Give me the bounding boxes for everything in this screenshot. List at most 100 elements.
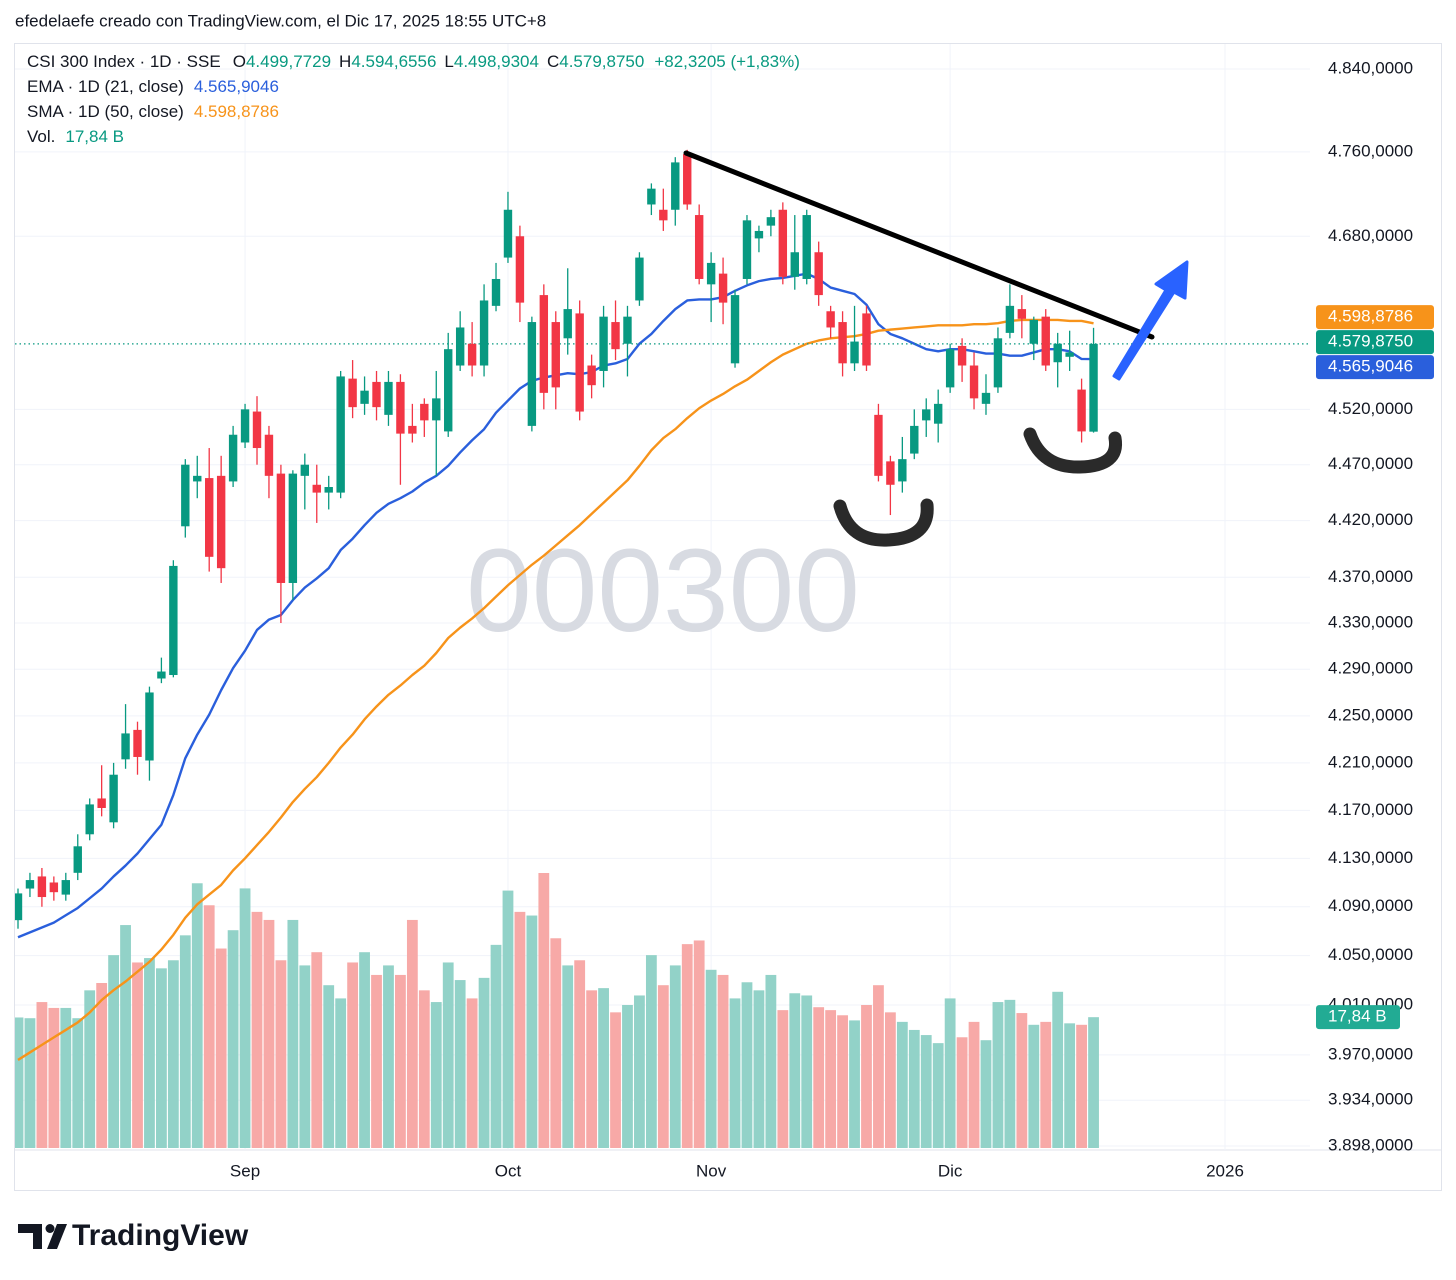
price-badge-label: 4.598,8786 <box>1328 307 1413 326</box>
candle-body <box>479 300 489 366</box>
volume-bar <box>825 1010 837 1148</box>
volume-bar <box>502 890 514 1148</box>
candle-body <box>742 220 752 279</box>
candle-body <box>1017 309 1027 319</box>
volume-bar <box>980 1040 992 1148</box>
candle-body <box>587 365 596 386</box>
y-tick-label: 4.290,0000 <box>1328 659 1413 678</box>
candle-body <box>372 381 381 408</box>
bottom-curve <box>833 498 934 547</box>
y-tick-label: 4.050,0000 <box>1328 945 1413 964</box>
candle-body <box>455 327 465 366</box>
volume-bar <box>359 952 370 1148</box>
legend-name: EMA · 1D (21, close) <box>27 77 184 96</box>
y-tick-label: 4.420,0000 <box>1328 510 1413 529</box>
price-badge-label: 4.579,8750 <box>1328 332 1413 351</box>
volume-bar <box>96 983 108 1148</box>
volume-bar <box>586 990 598 1148</box>
candle-body <box>981 392 991 404</box>
chart-frame <box>14 43 1442 1191</box>
candle-body <box>826 311 835 328</box>
volume-bar <box>335 998 347 1148</box>
volume-bar <box>191 883 203 1148</box>
candle-body <box>563 309 572 339</box>
candle-body <box>683 154 692 205</box>
volume-bar <box>992 1002 1004 1148</box>
volume-bar <box>371 974 382 1148</box>
x-tick-label: Sep <box>230 1161 260 1180</box>
volume-bar <box>1016 1013 1028 1148</box>
legend-value: 4.579,8750 <box>559 52 644 71</box>
y-tick-label: 4.680,0000 <box>1328 226 1413 245</box>
candle-body <box>109 774 118 823</box>
candle-body <box>1029 319 1038 344</box>
candle-body <box>1089 343 1098 432</box>
ma-line <box>17 318 1094 1061</box>
volume-bar <box>753 990 765 1148</box>
logo-mark <box>45 1224 55 1233</box>
volume-bar <box>574 960 586 1148</box>
volume-bar <box>610 1012 621 1148</box>
legend-title: CSI 300 Index · 1D · SSE <box>27 52 221 71</box>
x-tick-label: Nov <box>696 1161 727 1180</box>
volume-bar <box>466 998 478 1148</box>
legend-key: L <box>444 52 453 71</box>
volume-bar <box>48 1007 60 1148</box>
candle-body <box>1005 305 1015 333</box>
arrow <box>1112 260 1189 381</box>
volume-bar <box>777 1010 789 1148</box>
candle-body <box>515 236 525 303</box>
volume-bar <box>24 1018 36 1148</box>
candle-body <box>228 434 238 482</box>
volume-bar <box>132 962 143 1148</box>
volume-bar <box>729 998 741 1148</box>
legend-row: EMA · 1D (21, close) 4.565,9046 <box>27 77 279 96</box>
volume-bar <box>861 1005 872 1148</box>
y-tick-label: 3.898,0000 <box>1328 1135 1413 1154</box>
candle-body <box>814 252 823 296</box>
candle-body <box>336 376 345 493</box>
volume-bar <box>1076 1024 1087 1148</box>
volume-bar <box>908 1029 920 1148</box>
volume-bar <box>932 1043 944 1148</box>
volume-bar <box>598 988 609 1148</box>
brand-name: TradingView <box>72 1219 249 1252</box>
volume-bar <box>622 1005 633 1148</box>
volume-bar <box>120 925 131 1148</box>
volume-bar <box>227 930 239 1148</box>
y-tick-label: 3.970,0000 <box>1328 1044 1413 1063</box>
legend-name: Vol. <box>27 127 55 146</box>
candle-body <box>694 215 704 279</box>
volume-badge-label: 17,84 B <box>1328 1007 1387 1026</box>
volume-bar <box>347 962 359 1148</box>
y-tick-label: 4.130,0000 <box>1328 848 1413 867</box>
candle-body <box>49 882 59 893</box>
candle-body <box>181 464 190 527</box>
logo-mark <box>18 1224 42 1249</box>
volume-bar <box>801 995 813 1148</box>
volume-bar <box>383 965 394 1148</box>
candle-body <box>706 262 716 285</box>
candle-body <box>252 411 262 449</box>
candle-body <box>348 378 357 408</box>
volume-bar <box>562 965 574 1148</box>
candle-body <box>659 209 668 221</box>
legend-value: 17,84 B <box>65 127 124 146</box>
volume-bar <box>406 919 418 1148</box>
volume-bar <box>884 1012 896 1148</box>
legend-value: 4.498,9304 <box>454 52 539 71</box>
candle-body <box>551 322 560 388</box>
legend-value: 4.594,6556 <box>351 52 436 71</box>
legend-key: H <box>339 52 351 71</box>
y-tick-label: 4.760,0000 <box>1328 141 1413 160</box>
candle-body <box>384 381 393 415</box>
volume-bar <box>203 905 215 1148</box>
candle-body <box>467 343 477 366</box>
candle-body <box>1065 352 1074 357</box>
volume-bar <box>490 944 502 1148</box>
price-badge <box>1316 305 1434 330</box>
volume-bar <box>1088 1017 1099 1148</box>
volume-bar <box>550 938 562 1148</box>
y-tick-label: 4.330,0000 <box>1328 613 1413 632</box>
volume-bar <box>72 1018 84 1148</box>
